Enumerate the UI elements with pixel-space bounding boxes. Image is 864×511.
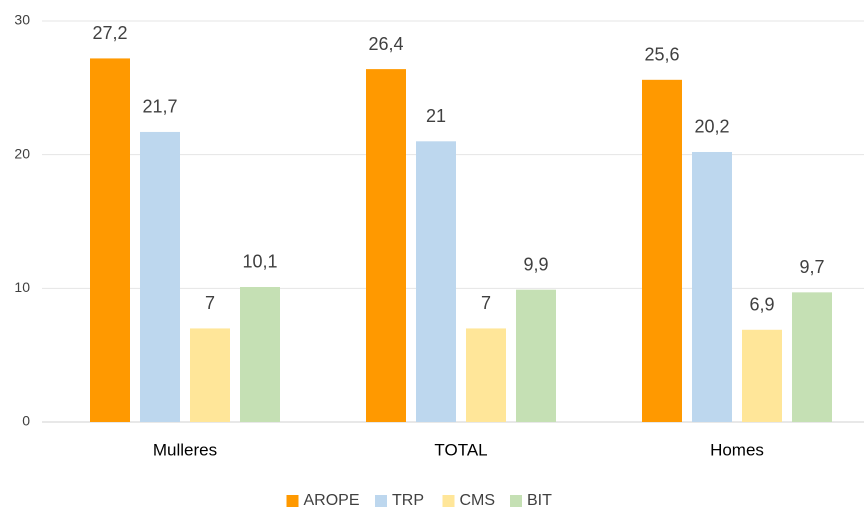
y-tick-label: 20	[14, 145, 30, 161]
value-label: 9,7	[799, 257, 824, 277]
bar	[240, 286, 280, 422]
bar	[90, 58, 130, 422]
x-tick-label: Homes	[710, 440, 764, 459]
bar	[140, 131, 180, 422]
value-label: 26,4	[368, 34, 403, 54]
value-label: 6,9	[749, 295, 774, 315]
value-label: 27,2	[92, 23, 127, 43]
legend-label: TRP	[392, 492, 424, 509]
value-label: 25,6	[644, 45, 679, 65]
bar	[792, 292, 832, 422]
bar	[742, 329, 782, 422]
legend-label: BIT	[527, 492, 552, 509]
legend-label: CMS	[460, 492, 496, 509]
value-label: 9,9	[523, 254, 548, 274]
bar	[366, 69, 406, 423]
value-label: 7	[205, 293, 215, 313]
y-tick-label: 0	[22, 413, 30, 429]
bar	[642, 79, 682, 423]
legend-swatch	[286, 495, 299, 507]
legend-label: AROPE	[304, 492, 360, 509]
bar	[466, 328, 506, 422]
bar	[416, 141, 456, 423]
x-tick-label: Mulleres	[153, 440, 217, 459]
bar	[516, 289, 556, 422]
value-label: 20,2	[694, 117, 729, 137]
bar	[692, 151, 732, 422]
value-label: 21	[426, 106, 446, 126]
y-tick-label: 10	[14, 279, 30, 295]
legend-swatch	[510, 495, 522, 507]
bar	[190, 328, 230, 422]
value-label: 10,1	[242, 252, 277, 272]
x-tick-label: TOTAL	[434, 440, 487, 459]
value-label: 21,7	[142, 97, 177, 117]
value-label: 7	[481, 293, 491, 313]
legend-swatch	[442, 495, 455, 507]
legend-swatch	[375, 495, 387, 507]
y-tick-label: 30	[14, 12, 30, 28]
